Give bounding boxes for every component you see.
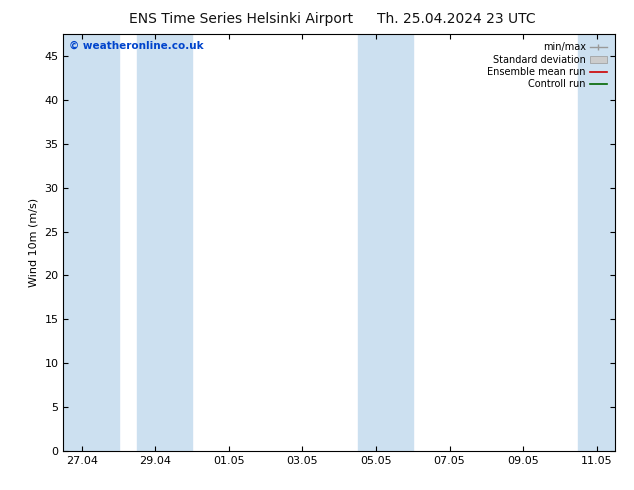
Bar <box>63 34 119 451</box>
Y-axis label: Wind 10m (m/s): Wind 10m (m/s) <box>29 198 39 287</box>
Text: ENS Time Series Helsinki Airport: ENS Time Series Helsinki Airport <box>129 12 353 26</box>
Legend: min/max, Standard deviation, Ensemble mean run, Controll run: min/max, Standard deviation, Ensemble me… <box>484 39 610 92</box>
Text: Th. 25.04.2024 23 UTC: Th. 25.04.2024 23 UTC <box>377 12 536 26</box>
Bar <box>137 34 192 451</box>
Text: © weatheronline.co.uk: © weatheronline.co.uk <box>69 41 204 50</box>
Bar <box>358 34 413 451</box>
Bar <box>578 34 615 451</box>
